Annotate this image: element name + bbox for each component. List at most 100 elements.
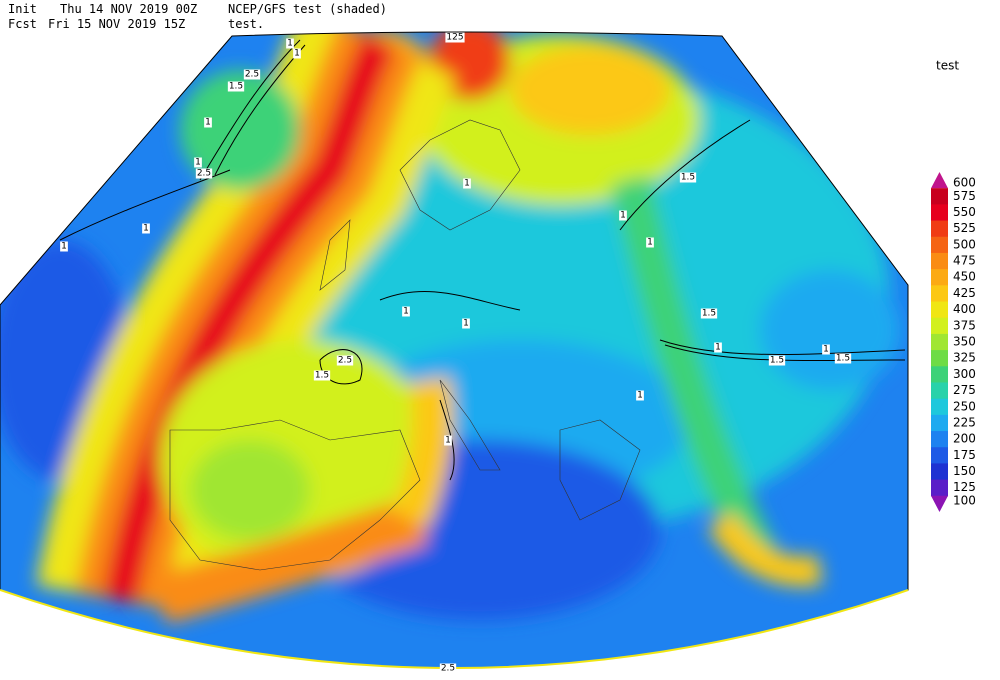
colorbar-swatch	[931, 447, 948, 464]
contour-label-box	[822, 344, 830, 355]
contour-label: 1	[61, 242, 67, 252]
colorbar-swatch	[931, 333, 948, 351]
contour-label-box	[646, 237, 654, 248]
colorbar-label: 300	[953, 367, 976, 381]
contour-label: 1	[143, 224, 149, 234]
contour-label: 1	[715, 343, 721, 353]
contour-label-box	[142, 223, 150, 234]
contour-label: 1.5	[770, 356, 784, 366]
colorbar-label: 150	[953, 464, 976, 478]
contour-label-box	[439, 663, 457, 674]
colorbar-label: 400	[953, 302, 976, 316]
colorbar-swatch	[931, 285, 948, 303]
contour-label: 2.5	[245, 70, 259, 80]
colorbar-label: 125	[953, 480, 976, 494]
contour-label: 1	[205, 118, 211, 128]
contour-label: 1.5	[229, 82, 243, 92]
colorbar-swatch	[931, 366, 948, 383]
colorbar-label: 375	[953, 318, 976, 332]
contour-label-box	[313, 370, 331, 381]
colorbar-label: 350	[953, 335, 976, 349]
colorbar-label: 600	[953, 176, 976, 190]
colorbar-swatch	[931, 317, 948, 335]
colorbar-swatch	[931, 301, 948, 319]
colorbar-label: 450	[953, 270, 976, 284]
colorbar-label: 475	[953, 254, 976, 268]
colorbar-swatch	[931, 269, 948, 286]
colorbar-swatch	[931, 220, 948, 238]
colorbar-swatch	[931, 479, 948, 497]
header-fcst-time: Fri 15 NOV 2019 15Z	[48, 17, 185, 31]
contour-label-box	[445, 32, 465, 43]
contour-label-box	[444, 435, 452, 446]
contour-label-box	[60, 241, 68, 252]
colorbar-swatch	[931, 414, 948, 432]
colorbar-swatch	[931, 252, 948, 270]
contour-label-box	[636, 390, 644, 401]
colorbar-swatch	[931, 495, 948, 512]
contour-label-box	[194, 157, 202, 168]
colorbar-label: 550	[953, 205, 976, 219]
contour-label-box	[619, 210, 627, 221]
contour-label-box	[462, 318, 470, 329]
contour-label: 1.5	[702, 309, 716, 319]
contour-label-box	[195, 168, 213, 179]
colorbar-swatch	[931, 236, 948, 254]
contour-label-box	[227, 81, 245, 92]
colorbar-swatch	[931, 350, 948, 367]
colorbar-swatch	[931, 204, 948, 222]
contour-label: 1	[445, 436, 451, 446]
contour-label: 1.5	[315, 371, 329, 381]
contour-label-box	[463, 178, 471, 189]
colorbar-swatch	[931, 188, 948, 205]
colorbar-swatch	[931, 431, 948, 448]
contour-label: 1.5	[836, 354, 850, 364]
colorbar-label: 575	[953, 189, 976, 203]
colorbar-swatch	[931, 463, 948, 481]
contour-label-box	[286, 38, 294, 49]
contour-label: 125	[446, 33, 463, 43]
header-field: test.	[228, 17, 264, 31]
contour-label: 1	[294, 49, 300, 59]
contour-label: 1	[287, 39, 293, 49]
colorbar-label: 325	[953, 351, 976, 365]
contour-label: 1	[620, 211, 626, 221]
contour-label-box	[336, 355, 354, 366]
header-init-time: Thu 14 NOV 2019 00Z	[60, 2, 197, 16]
header-fcst: Fcst	[8, 17, 37, 31]
colorbar-label: 225	[953, 415, 976, 429]
contour-label-box	[768, 355, 786, 366]
contour-label-box	[714, 342, 722, 353]
contour-label: 1.5	[681, 173, 695, 183]
contour-label: 2.5	[197, 169, 211, 179]
colorbar-label: 175	[953, 448, 976, 462]
colorbar-title: test	[936, 59, 959, 73]
contour-label: 1	[647, 238, 653, 248]
colorbar-swatch	[931, 382, 948, 400]
contour-label: 1	[463, 319, 469, 329]
contour-label-box	[834, 353, 852, 364]
contour-label: 1	[464, 179, 470, 189]
contour-label: 1	[637, 391, 643, 401]
header-init: Init	[8, 2, 37, 16]
colorbar-label: 100	[953, 493, 976, 507]
colorbar-label: 425	[953, 286, 976, 300]
header-model: NCEP/GFS test (shaded)	[228, 2, 387, 16]
colorbar-label: 275	[953, 383, 976, 397]
contour-label: 2.5	[441, 664, 455, 674]
contour-label: 2.5	[338, 356, 352, 366]
contour-label: 1	[403, 307, 409, 317]
contour-label-box	[243, 69, 261, 80]
contour-label-box	[204, 117, 212, 128]
contour-label-box	[402, 306, 410, 317]
colorbar-swatch	[931, 172, 948, 189]
colorbar-label: 250	[953, 399, 976, 413]
coastlines	[169, 119, 641, 571]
contour-label-box	[700, 308, 718, 319]
contour-label: 1	[823, 345, 829, 355]
colorbar-label: 200	[953, 432, 976, 446]
